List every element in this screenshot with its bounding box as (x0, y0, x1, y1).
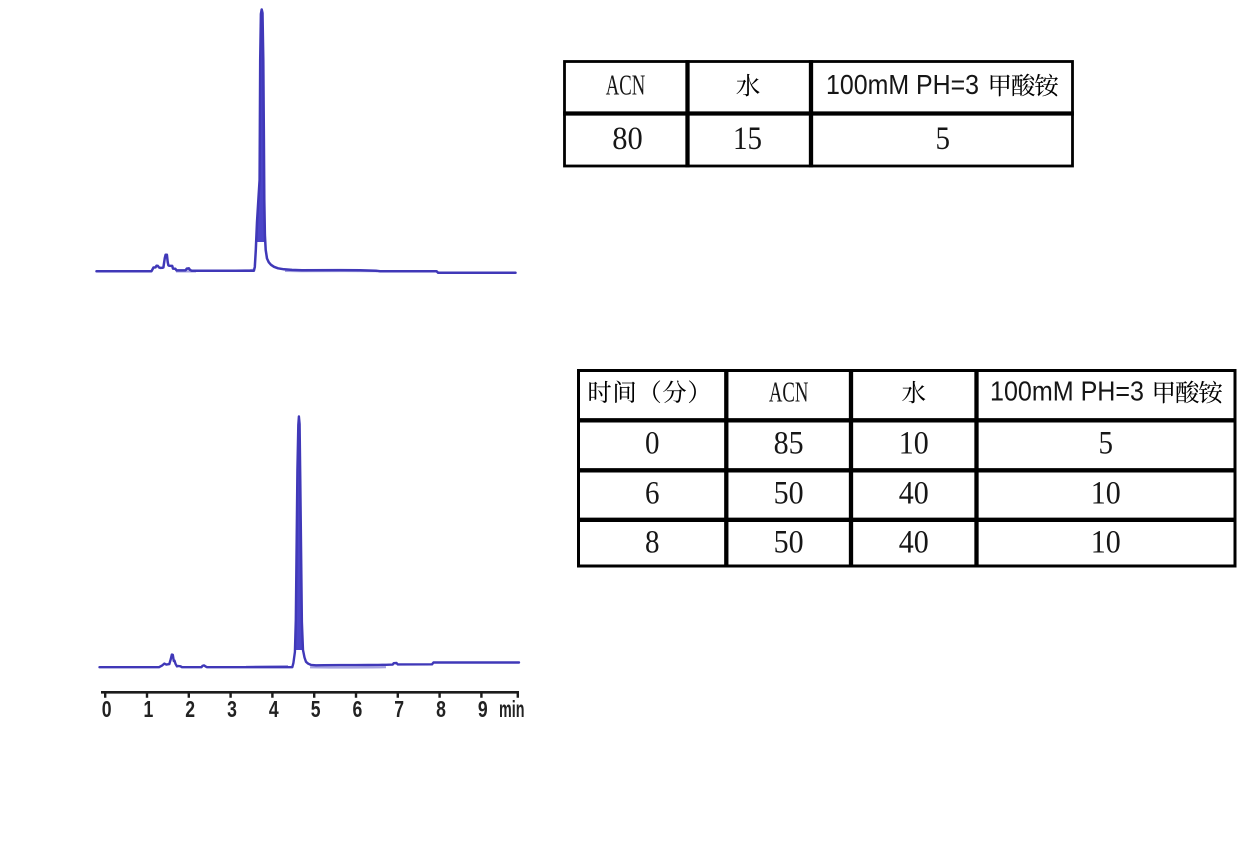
svg-text:50: 50 (774, 525, 804, 561)
svg-text:10: 10 (1091, 476, 1121, 512)
svg-text:10: 10 (899, 426, 929, 462)
svg-text:80: 80 (612, 121, 643, 157)
svg-text:0: 0 (645, 426, 660, 462)
svg-text:15: 15 (733, 121, 762, 157)
svg-text:4: 4 (269, 696, 279, 722)
svg-text:40: 40 (899, 525, 929, 561)
svg-text:5: 5 (936, 121, 951, 157)
svg-text:3: 3 (227, 696, 237, 722)
svg-text:100mM PH=3: 100mM PH=3 (826, 69, 979, 100)
svg-text:5: 5 (1099, 426, 1114, 462)
svg-text:8: 8 (436, 696, 446, 722)
svg-text:10: 10 (1091, 525, 1121, 561)
svg-text:1: 1 (144, 696, 154, 722)
svg-text:ACN: ACN (769, 377, 809, 409)
svg-text:6: 6 (645, 476, 660, 512)
svg-text:ACN: ACN (606, 70, 646, 102)
svg-text:40: 40 (899, 476, 929, 512)
svg-text:100mM PH=3: 100mM PH=3 (990, 376, 1144, 407)
svg-text:8: 8 (645, 525, 660, 561)
svg-text:5: 5 (311, 696, 321, 722)
svg-text:min: min (499, 696, 525, 722)
svg-text:0: 0 (102, 696, 112, 722)
svg-text:2: 2 (185, 696, 195, 722)
svg-text:85: 85 (774, 426, 804, 462)
svg-text:50: 50 (774, 476, 804, 512)
svg-text:9: 9 (478, 696, 488, 722)
svg-text:7: 7 (394, 696, 404, 722)
svg-text:6: 6 (353, 696, 363, 722)
